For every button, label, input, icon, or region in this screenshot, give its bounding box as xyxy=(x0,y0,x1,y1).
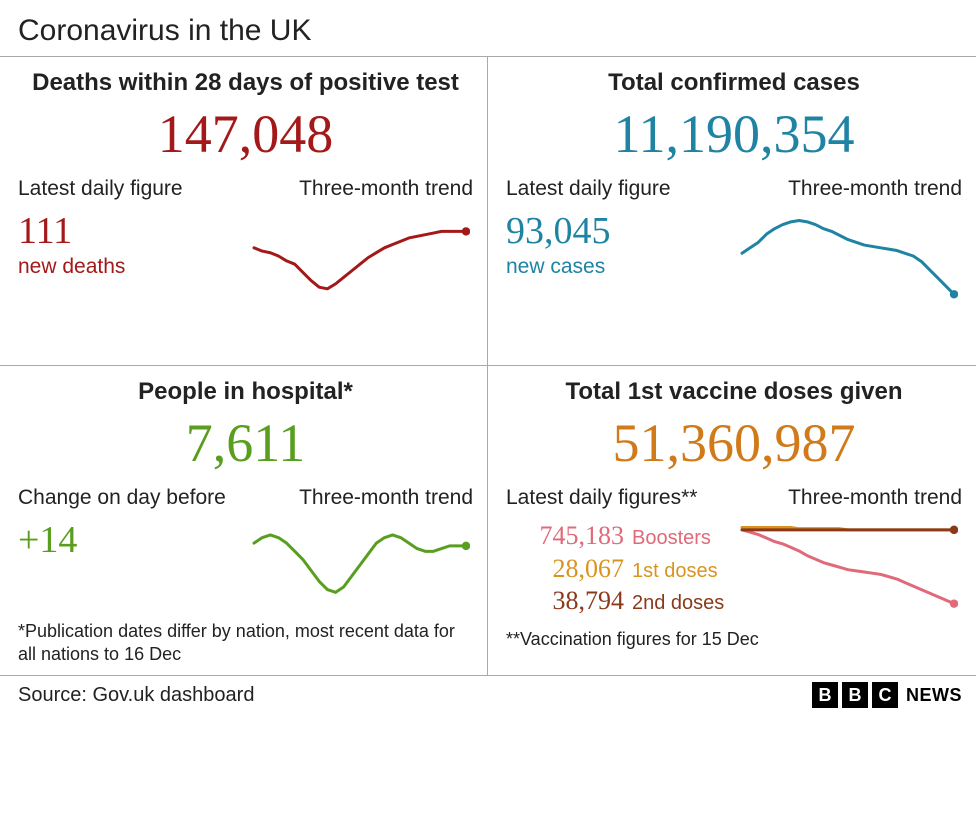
cases-daily-caption: new cases xyxy=(506,255,730,279)
panel-cases: Total confirmed cases 11,190,354 Latest … xyxy=(488,57,976,366)
panel-hospital-value: 7,611 xyxy=(18,412,473,474)
vaccine-row-value: 38,794 xyxy=(506,585,624,618)
cases-daily-label: Latest daily figure xyxy=(506,177,730,201)
vaccine-row-label: Boosters xyxy=(632,526,711,551)
page-title: Coronavirus in the UK xyxy=(0,0,976,56)
vaccine-row: 38,794 2nd doses xyxy=(506,585,730,618)
vaccine-sparkline xyxy=(738,520,958,610)
panel-hospital: People in hospital* 7,611 Change on day … xyxy=(0,366,488,675)
panel-deaths: Deaths within 28 days of positive test 1… xyxy=(0,57,488,366)
panel-vaccine-title: Total 1st vaccine doses given xyxy=(506,378,962,406)
vaccine-row-label: 1st doses xyxy=(632,559,718,584)
hospital-sparkline xyxy=(250,520,470,610)
hospital-daily-label: Change on day before xyxy=(18,486,242,510)
bbc-b2: B xyxy=(842,682,868,708)
vaccine-rows: 745,183 Boosters 28,067 1st doses 38,794 2nd … xyxy=(506,520,730,618)
panel-deaths-value: 147,048 xyxy=(18,103,473,165)
vaccine-row: 745,183 Boosters xyxy=(506,520,730,553)
cases-trend-label: Three-month trend xyxy=(738,177,962,201)
source-text: Source: Gov.uk dashboard xyxy=(18,684,254,707)
panel-cases-value: 11,190,354 xyxy=(506,103,962,165)
bbc-news: NEWS xyxy=(906,685,962,706)
vaccine-footnote: **Vaccination figures for 15 Dec xyxy=(506,628,962,651)
deaths-daily-caption: new deaths xyxy=(18,255,242,279)
panel-deaths-title: Deaths within 28 days of positive test xyxy=(18,69,473,97)
deaths-daily-label: Latest daily figure xyxy=(18,177,242,201)
stats-grid: Deaths within 28 days of positive test 1… xyxy=(0,56,976,676)
panel-hospital-title: People in hospital* xyxy=(18,378,473,406)
deaths-daily-value: 111 xyxy=(18,211,242,253)
vaccine-row-label: 2nd doses xyxy=(632,591,724,616)
cases-daily-value: 93,045 xyxy=(506,211,730,253)
panel-vaccine-value: 51,360,987 xyxy=(506,412,962,474)
bbc-logo: B B C NEWS xyxy=(812,682,962,708)
vaccine-daily-label: Latest daily figures** xyxy=(506,486,730,510)
vaccine-row: 28,067 1st doses xyxy=(506,553,730,586)
cases-sparkline xyxy=(738,211,958,301)
vaccine-row-value: 745,183 xyxy=(506,520,624,553)
hospital-trend-label: Three-month trend xyxy=(250,486,474,510)
vaccine-trend-label: Three-month trend xyxy=(738,486,962,510)
deaths-sparkline xyxy=(250,211,470,301)
bbc-b1: B xyxy=(812,682,838,708)
bbc-b3: C xyxy=(872,682,898,708)
panel-cases-title: Total confirmed cases xyxy=(506,69,962,97)
hospital-footnote: *Publication dates differ by nation, mos… xyxy=(18,620,473,665)
hospital-daily-value: +14 xyxy=(18,520,242,562)
footer: Source: Gov.uk dashboard B B C NEWS xyxy=(0,676,976,708)
deaths-trend-label: Three-month trend xyxy=(250,177,474,201)
vaccine-row-value: 28,067 xyxy=(506,553,624,586)
panel-vaccine: Total 1st vaccine doses given 51,360,987… xyxy=(488,366,976,675)
